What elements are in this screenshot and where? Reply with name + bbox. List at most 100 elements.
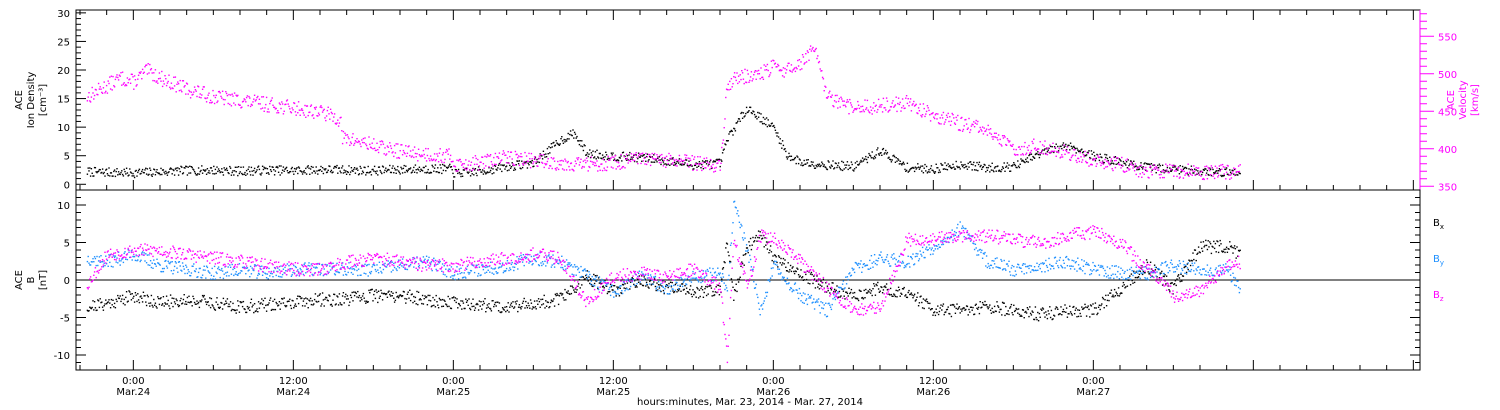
density-series-point [691,165,693,167]
density-series-point [449,166,452,168]
density-series-point [1101,156,1103,159]
b-x-series-point [1057,313,1060,316]
density-series-point [1177,169,1179,171]
b-x-series-point [788,271,790,273]
b-x-series-point [561,294,563,296]
density-series-point [198,173,201,175]
velocity-series-point [1234,168,1237,170]
velocity-series-point [403,151,405,154]
velocity-series-point [881,111,884,113]
velocity-series-point [976,123,978,125]
density-series-point [801,164,804,167]
density-series-point [734,130,737,132]
density-series-point [149,167,151,169]
b-x-series-point [1019,315,1021,317]
density-series-point [714,160,717,163]
b-x-series-point [936,311,938,314]
velocity-series-point [630,153,633,155]
density-series-point [127,175,129,177]
velocity-series-point [634,154,637,156]
velocity-series-point [206,97,209,99]
velocity-series-point [158,72,161,74]
b-x-series-point [756,240,758,242]
velocity-series-point [1075,159,1077,162]
b-y-series-point [377,269,379,271]
density-series-point [237,166,240,168]
velocity-series-point [725,88,728,90]
b-x-series-point [92,300,94,302]
b-x-series-point [164,302,166,304]
density-series-point [357,174,360,176]
velocity-series-point [909,101,911,103]
density-series-point [511,162,513,164]
velocity-series-point [367,148,369,150]
density-series-point [204,170,206,172]
velocity-series-point [485,165,487,167]
b-x-series-point [139,296,141,298]
velocity-series-point [676,165,678,167]
density-series-point [1207,173,1209,176]
density-series-point [768,124,770,126]
b-y-series-point [235,271,237,273]
b-x-series-point [1125,286,1127,288]
b-x-series-point [273,308,275,311]
density-series-point [561,136,563,138]
b-x-series-point [770,251,773,253]
density-series-point [357,169,359,171]
density-series-point [294,170,297,173]
density-series-point [183,167,185,169]
velocity-series-point [449,158,451,160]
density-series-point [89,167,91,169]
b-x-series-point [473,305,475,307]
b-x-series-point [383,292,385,295]
velocity-series-point [910,110,913,112]
density-series-point [771,122,773,124]
velocity-series-point [1181,169,1184,172]
velocity-series-point [1233,167,1235,169]
b-y-series-point [450,266,453,268]
density-series-point [1213,172,1215,174]
velocity-series-point [297,112,299,114]
b-y-series-point [239,272,241,274]
b-y-series-point [505,270,507,272]
b-x-series-point [785,270,788,272]
velocity-series-point [1044,140,1046,142]
b-y-series-point [273,266,276,269]
velocity-series-point [235,94,237,96]
b-x-series-point [736,290,738,293]
velocity-series-point [293,102,296,105]
b-x-series-point [188,295,190,297]
b-x-series-point [895,289,897,292]
b-x-series-point [1043,312,1045,314]
density-series-point [837,164,839,167]
velocity-series-point [851,106,853,108]
density-series-point [1190,165,1193,167]
density-series-point [864,158,866,160]
density-series-point [133,175,135,177]
velocity-series-point [733,72,736,74]
velocity-series-point [1017,154,1019,156]
b-x-series-point [653,281,655,283]
b-y-series-point [150,266,153,269]
density-series-point [873,158,875,160]
velocity-series-point [466,167,469,170]
b-x-series-point [533,307,535,309]
b-x-series-point [758,237,761,239]
density-series-point [1034,153,1037,156]
density-series-point [1027,161,1029,163]
b-x-series-point [446,305,449,308]
density-series-point [1173,164,1175,167]
density-series-point [159,173,161,176]
density-series-point [604,156,606,158]
density-series-point [363,166,365,168]
b-x-series-point [680,290,682,292]
b-x-series-point [447,295,449,298]
density-series-point [520,168,522,170]
density-series-point [139,173,141,175]
b-x-series-point [442,305,445,307]
density-series-point [465,167,468,169]
b-x-series-point [109,302,111,304]
b-x-series-point [960,308,962,310]
b-x-series-point [432,296,434,299]
velocity-series-point [383,153,385,155]
